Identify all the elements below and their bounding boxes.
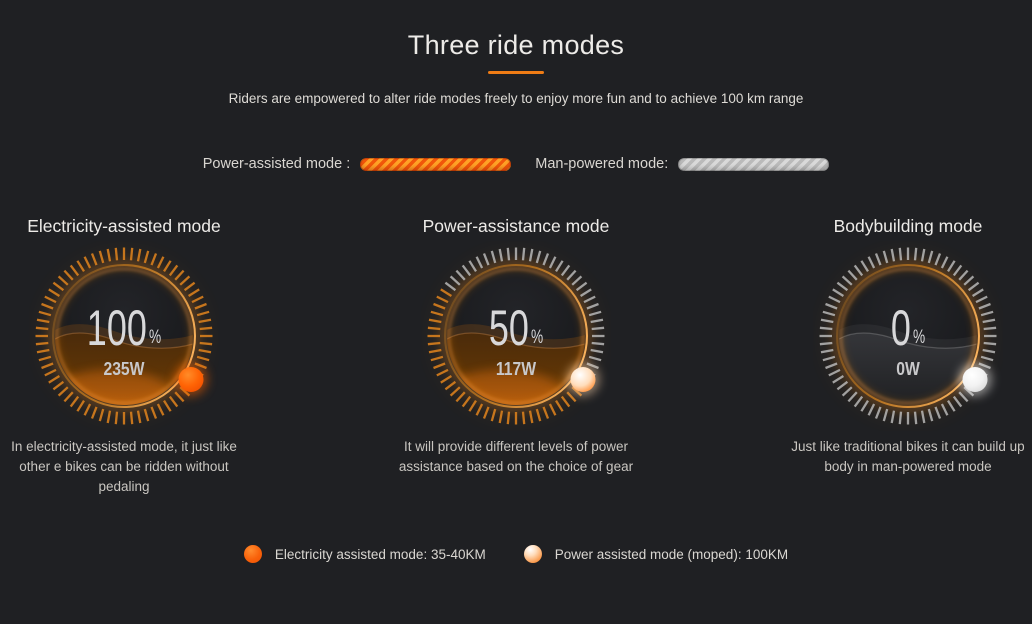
gauge-liquid	[839, 324, 977, 405]
gauge-watts: 0W	[896, 358, 920, 380]
gauge-liquid	[55, 324, 193, 405]
gauge-dial: 0% 0W	[788, 241, 1028, 431]
range-legend-item: Electricity assisted mode: 35-40KM	[243, 545, 486, 563]
gauge-liquid	[447, 324, 585, 405]
gauge-description: It will provide different levels of powe…	[398, 439, 634, 474]
gauge-percent: 0%	[891, 301, 926, 356]
gauge-column-power-assistance: Power-assistance mode 50% 117W It will pr…	[396, 216, 636, 497]
gauge-svg: 50 %117W	[427, 247, 605, 425]
range-legend: Electricity assisted mode: 35-40KM Power…	[0, 545, 1032, 563]
gauge-svg: 0 %0W	[819, 247, 997, 425]
gauge-title: Bodybuilding mode	[833, 216, 983, 236]
gauge-percent: 50%	[489, 301, 544, 356]
gauge-dial: 50% 117W	[396, 241, 636, 431]
title-underline-accent	[488, 71, 544, 74]
range-legend-label: Electricity assisted mode: 35-40KM	[274, 546, 486, 562]
gauge-indicator-dot	[570, 367, 596, 392]
gauge-indicator-dot	[178, 367, 204, 392]
page-subtitle: Riders are empowered to alter ride modes…	[228, 91, 804, 106]
electricity-assisted-dot-icon	[243, 545, 262, 563]
power-assisted-bar	[360, 157, 512, 171]
gauge-dial: 100% 235W	[4, 241, 244, 431]
gauge-title: Power-assistance mode	[422, 216, 610, 236]
gauge-description: Just like traditional bikes it can build…	[791, 439, 1025, 474]
mode-legend: Power-assisted mode : Man-powered mode:	[0, 156, 1032, 172]
gauge-title: Electricity-assisted mode	[27, 216, 221, 236]
gauge-column-electricity: Electricity-assisted mode 100% 235W In el…	[4, 216, 244, 497]
power-assisted-mode-label: Power-assisted mode :	[202, 156, 351, 172]
man-powered-bar	[678, 157, 830, 171]
gauge-percent: 100%	[87, 301, 162, 356]
gauge-row: Electricity-assisted mode 100% 235W In el…	[0, 216, 1032, 497]
gauge-watts: 117W	[496, 358, 537, 380]
range-legend-item: Power assisted mode (moped): 100KM	[523, 545, 789, 563]
gauge-svg: 100 %235W	[35, 247, 213, 425]
gauge-column-bodybuilding: Bodybuilding mode 0% 0W Just like traditi…	[788, 216, 1028, 497]
range-legend-label: Power assisted mode (moped): 100KM	[554, 546, 789, 562]
power-assisted-dot-icon	[523, 545, 542, 563]
gauge-watts: 235W	[103, 358, 145, 380]
man-powered-mode-label: Man-powered mode:	[535, 156, 669, 172]
gauge-indicator-dot	[962, 367, 988, 392]
page-title: Three ride modes	[407, 30, 625, 60]
gauge-description: In electricity-assisted mode, it just li…	[11, 439, 237, 494]
tick-ring	[819, 247, 997, 425]
